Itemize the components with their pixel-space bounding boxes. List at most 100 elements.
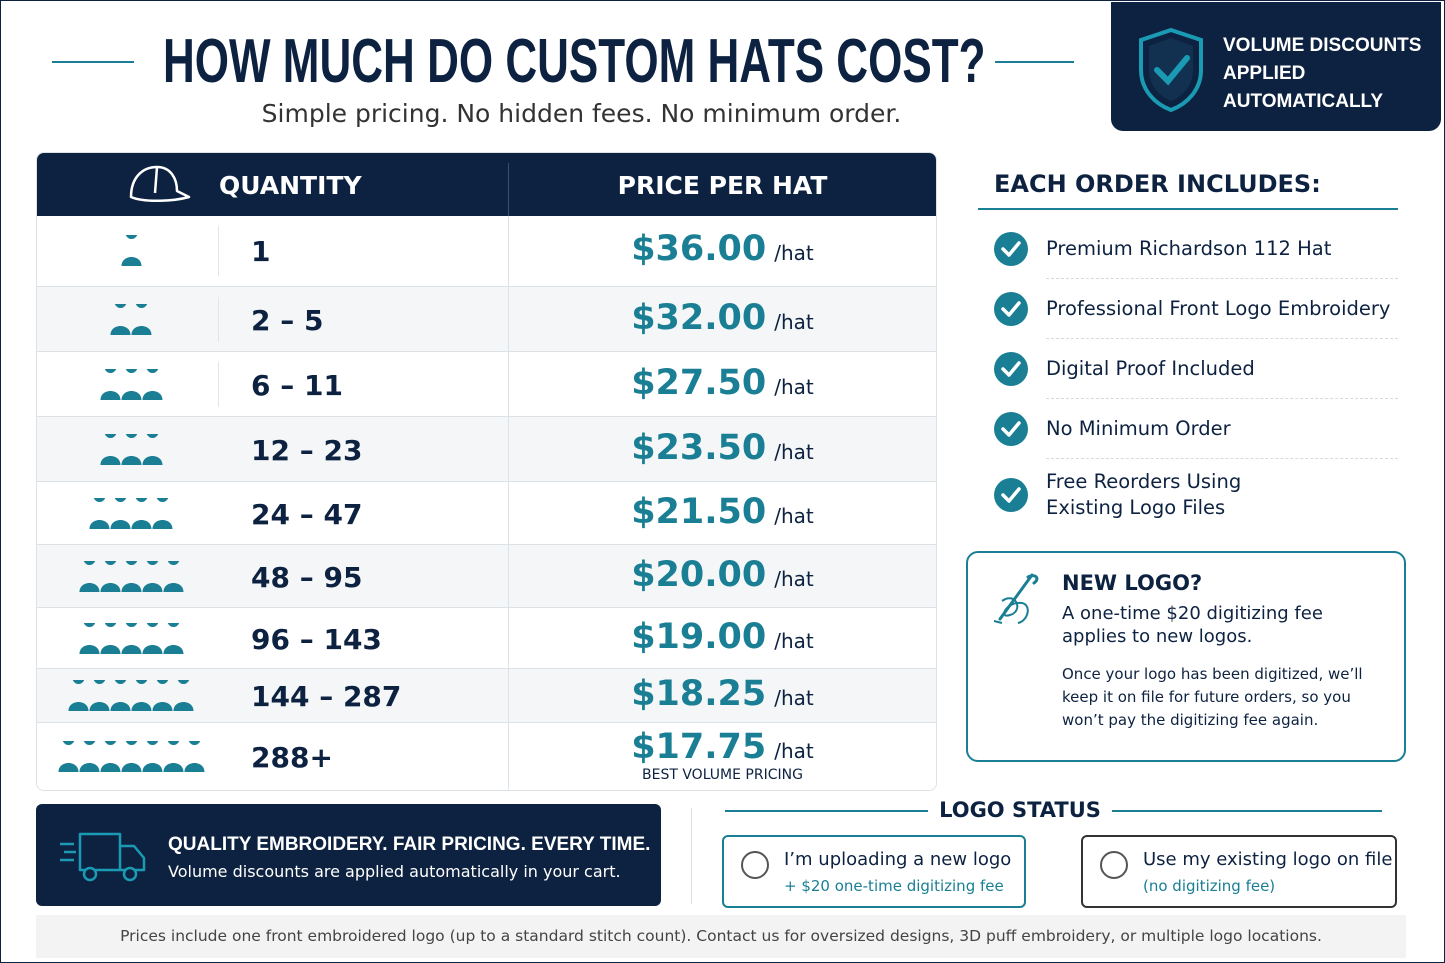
quantity: 12 – 23 (251, 433, 363, 467)
table-row: 96 – 143 $19.00/hat (37, 607, 936, 669)
price-unit: /hat (774, 439, 814, 464)
option-label: I’m uploading a new logo (784, 849, 1012, 870)
table-row: 6 – 11 $27.50/hat (37, 351, 936, 417)
people-icon (100, 433, 162, 465)
price-unit: /hat (774, 309, 814, 334)
quantity: 6 – 11 (251, 368, 343, 402)
title-rule (52, 61, 134, 63)
column-divider (508, 216, 509, 286)
people-icon (79, 622, 183, 654)
status-rule (1112, 810, 1382, 812)
includes-rule (978, 208, 1398, 210)
quantity: 144 – 287 (251, 680, 402, 713)
check-icon (994, 232, 1028, 266)
check-icon (994, 478, 1028, 512)
quantity: 96 – 143 (251, 622, 382, 656)
item-separator (1046, 458, 1398, 459)
subtitle: Simple pricing. No hidden fees. No minim… (261, 99, 902, 128)
price: $20.00 (631, 554, 767, 595)
price-cell: $23.50/hat (509, 428, 936, 468)
price: $36.00 (631, 229, 767, 269)
new-logo-box: NEW LOGO? A one-time $20 digitizing fee … (966, 551, 1406, 762)
table-row: 1 $36.00/hat (37, 216, 936, 286)
column-divider (508, 417, 509, 482)
table-row: 48 – 95 $20.00/hat (37, 544, 936, 608)
price-cell: $27.50/hat (509, 363, 936, 403)
badge: VOLUME DISCOUNTS APPLIED AUTOMATICALLY (1111, 2, 1441, 131)
quantity: 1 (251, 235, 271, 268)
new-logo-text: A one-time $20 digitizing fee applies to… (1062, 603, 1323, 647)
price-cell: $36.00/hat (509, 229, 936, 269)
people-icon (110, 303, 152, 335)
price-unit: /hat (774, 241, 814, 265)
include-item: Premium Richardson 112 Hat (1046, 237, 1332, 260)
banner: QUALITY EMBROIDERY. FAIR PRICING. EVERY … (36, 804, 661, 906)
radio-button[interactable] (1100, 851, 1128, 879)
column-divider (508, 608, 509, 669)
radio-option[interactable]: I’m uploading a new logo + $20 one-time … (722, 835, 1026, 908)
icon-divider (218, 297, 219, 342)
badge-text: VOLUME DISCOUNTS APPLIED AUTOMATICALLY (1223, 35, 1422, 112)
price-cell: $19.00/hat (509, 617, 936, 657)
price: $23.50 (631, 427, 767, 468)
quantity: 24 – 47 (251, 497, 363, 531)
people-icon (89, 497, 173, 529)
new-logo-title: NEW LOGO? (1062, 571, 1203, 595)
title-box: HOW MUCH DO CUSTOM HATS COST? (163, 26, 985, 96)
column-header: QUANTITY (219, 171, 362, 200)
item-separator (1046, 338, 1398, 339)
status-title: LOGO STATUS (939, 798, 1101, 822)
people-icon (121, 235, 141, 266)
quantity: 48 – 95 (251, 560, 363, 594)
banner-title: QUALITY EMBROIDERY. FAIR PRICING. EVERY … (168, 834, 651, 855)
column-divider (508, 669, 509, 723)
footer-note: Prices include one front embroidered log… (120, 927, 1322, 945)
include-item: Professional Front Logo Embroidery (1046, 297, 1391, 320)
includes-title: EACH ORDER INCLUDES: (994, 170, 1321, 198)
price-cell: $21.50/hat (509, 492, 936, 532)
table-row: 144 – 287 $18.25/hat (37, 668, 936, 723)
table-row: 2 – 5 $32.00/hat (37, 286, 936, 352)
include-item: Digital Proof Included (1046, 357, 1255, 380)
price-unit: /hat (774, 686, 814, 710)
price: $27.50 (631, 362, 767, 403)
check-icon (994, 292, 1028, 326)
include-item: No Minimum Order (1046, 417, 1231, 440)
header-divider (508, 163, 509, 216)
page-title: HOW MUCH DO CUSTOM HATS COST? (163, 27, 986, 96)
check-icon (994, 412, 1028, 446)
divider (691, 808, 692, 904)
hat-icon (129, 165, 191, 202)
column-divider (508, 545, 509, 608)
shield-icon (1139, 27, 1203, 113)
table-header: QUANTITY PRICE PER HAT (37, 153, 936, 216)
table-row: 24 – 47 $21.50/hat (37, 481, 936, 545)
price: $17.75 (631, 727, 767, 767)
price: $19.00 (631, 616, 767, 657)
people-icon (58, 741, 204, 772)
people-icon (79, 560, 183, 592)
icon-divider (218, 362, 219, 407)
quantity: 2 – 5 (251, 303, 324, 337)
radio-button[interactable] (741, 851, 769, 879)
price-cell: $20.00/hat (509, 555, 936, 595)
price-unit: /hat (774, 566, 814, 591)
price-cell: $17.75/hat (509, 727, 936, 767)
price-unit: /hat (774, 739, 814, 763)
footer: Prices include one front embroidered log… (36, 915, 1406, 958)
truck-icon (60, 832, 146, 882)
table-row: 12 – 23 $23.50/hat (37, 416, 936, 482)
radio-option[interactable]: Use my existing logo on file (no digitiz… (1081, 835, 1397, 908)
option-sub: (no digitizing fee) (1143, 877, 1276, 895)
price-note: BEST VOLUME PRICING (642, 767, 803, 783)
status-rule (725, 810, 928, 812)
column-divider (508, 287, 509, 352)
item-separator (1046, 278, 1398, 279)
price-unit: /hat (774, 503, 814, 528)
table-row: 288+ $17.75/hat BEST VOLUME PRICING (37, 722, 936, 790)
item-separator (1046, 398, 1398, 399)
column-divider (508, 723, 509, 790)
column-divider (508, 352, 509, 417)
price-cell: $18.25/hat (509, 674, 936, 714)
price: $18.25 (631, 674, 767, 714)
